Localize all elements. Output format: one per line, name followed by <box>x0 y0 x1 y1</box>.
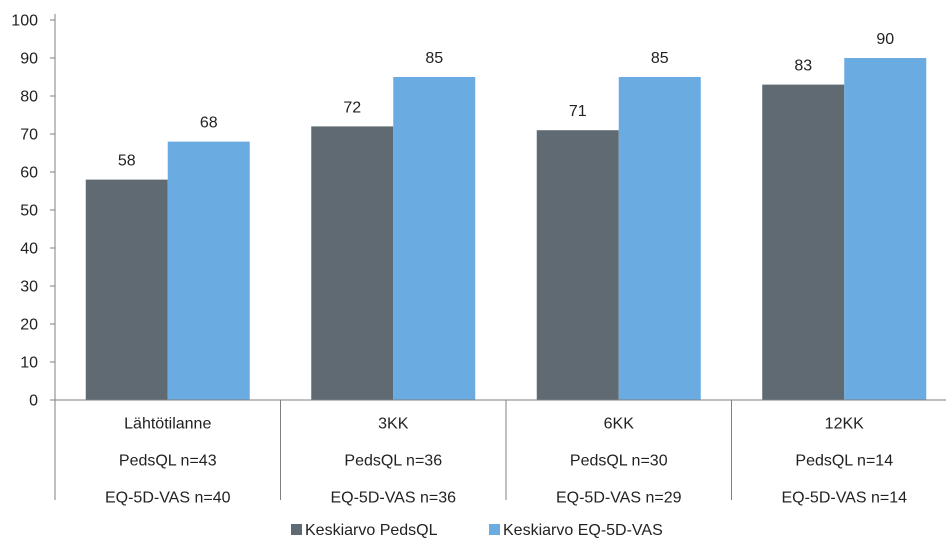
data-label: 90 <box>876 31 894 48</box>
category-label: PedsQL n=36 <box>344 453 442 470</box>
y-axis-ticks: 0 10 20 30 40 50 60 70 80 90 100 <box>11 13 38 410</box>
bar <box>844 58 927 400</box>
data-label: 85 <box>425 50 443 67</box>
category-label: 3KK <box>378 416 409 433</box>
y-tick-label: 40 <box>20 241 38 258</box>
y-tick-label: 0 <box>29 393 38 410</box>
legend-label: Keskiarvo PedsQL <box>305 522 438 539</box>
data-label: 85 <box>651 50 669 67</box>
bar <box>85 179 168 400</box>
x-axis-categories: Lähtötilanne PedsQL n=43 EQ-5D-VAS n=40 3KK… <box>105 416 907 507</box>
legend-swatch <box>291 524 302 535</box>
category-label: Lähtötilanne <box>124 416 211 433</box>
data-label: 68 <box>200 115 218 132</box>
data-label: 83 <box>794 58 812 75</box>
bar <box>536 130 619 400</box>
legend: Keskiarvo PedsQL Keskiarvo EQ-5D-VAS <box>291 522 663 539</box>
category-label: EQ-5D-VAS n=29 <box>556 490 682 507</box>
legend-label: Keskiarvo EQ-5D-VAS <box>503 522 663 539</box>
data-labels: 58 68 72 85 71 85 83 90 <box>118 31 894 170</box>
category-label: PedsQL n=43 <box>119 453 217 470</box>
y-tick-label: 10 <box>20 355 38 372</box>
bars <box>85 58 927 401</box>
bar <box>393 77 476 400</box>
y-tick-label: 50 <box>20 203 38 220</box>
y-tick-label: 90 <box>20 51 38 68</box>
y-tick-label: 20 <box>20 317 38 334</box>
y-tick-label: 60 <box>20 165 38 182</box>
bar <box>762 84 845 400</box>
category-label: 12KK <box>825 416 864 433</box>
category-label: PedsQL n=14 <box>795 453 893 470</box>
bar <box>311 126 394 401</box>
data-label: 71 <box>569 103 587 120</box>
axes <box>50 14 946 500</box>
bar <box>618 77 701 400</box>
y-tick-label: 80 <box>20 89 38 106</box>
category-label: PedsQL n=30 <box>570 453 668 470</box>
y-tick-label: 100 <box>11 13 38 30</box>
category-label: EQ-5D-VAS n=14 <box>781 490 907 507</box>
y-tick-label: 70 <box>20 127 38 144</box>
data-label: 72 <box>343 99 361 116</box>
category-label: 6KK <box>604 416 635 433</box>
category-label: EQ-5D-VAS n=36 <box>330 490 456 507</box>
bar <box>167 141 250 400</box>
y-tick-label: 30 <box>20 279 38 296</box>
legend-swatch <box>489 524 500 535</box>
data-label: 58 <box>118 153 136 170</box>
category-label: EQ-5D-VAS n=40 <box>105 490 231 507</box>
